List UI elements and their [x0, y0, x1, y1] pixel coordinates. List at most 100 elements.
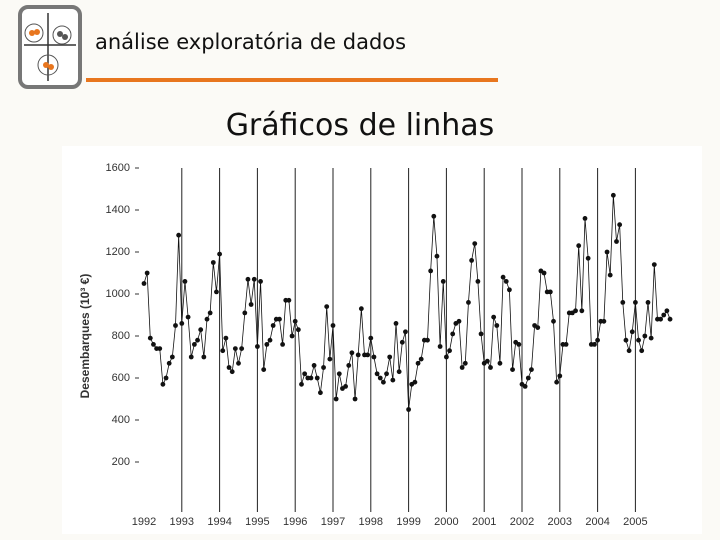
data-point [292, 318, 298, 324]
data-point [557, 373, 563, 379]
data-point [198, 327, 204, 333]
data-point [484, 358, 490, 364]
data-point [195, 337, 200, 343]
data-point [336, 371, 342, 377]
data-point [374, 371, 380, 377]
data-point [494, 323, 500, 328]
data-point [500, 274, 506, 280]
data-point [192, 342, 197, 347]
header-rule [86, 78, 498, 82]
data-point [592, 342, 597, 347]
data-point [396, 369, 402, 375]
x-tick-label: 2005 [623, 516, 647, 528]
data-point [522, 384, 528, 389]
data-point [176, 232, 182, 238]
chart: 200 400 600 800 1000 1200 1400 1600 Desembarques… [62, 146, 702, 534]
data-point [639, 348, 645, 354]
logo [18, 5, 82, 89]
data-point [217, 251, 223, 257]
data-point [418, 356, 424, 362]
data-point [270, 323, 276, 328]
data-point [286, 297, 292, 303]
data-point [466, 300, 471, 305]
data-point [226, 365, 232, 370]
data-point [318, 390, 323, 396]
data-point [343, 384, 348, 389]
data-point [346, 363, 352, 368]
data-point [349, 350, 355, 356]
data-point [223, 335, 229, 341]
data-point [314, 375, 320, 381]
data-point [406, 407, 411, 412]
data-point [503, 279, 509, 284]
x-tick-label: 1998 [359, 516, 383, 528]
data-point [629, 329, 635, 335]
data-point [525, 375, 531, 381]
data-point [261, 367, 267, 372]
data-point [365, 352, 371, 358]
data-point [488, 365, 493, 370]
data-point [573, 308, 578, 314]
data-point [403, 329, 408, 335]
data-point [220, 348, 226, 354]
data-point [185, 314, 191, 320]
data-point [447, 348, 452, 354]
data-point [529, 367, 534, 372]
data-point [648, 335, 654, 341]
data-point [242, 310, 248, 316]
data-point [626, 348, 632, 354]
data-point [651, 262, 657, 267]
data-point [547, 289, 553, 295]
data-point [157, 346, 163, 351]
data-point [321, 365, 326, 370]
data-point [551, 318, 556, 324]
y-tick-label: 800 [112, 330, 130, 342]
data-point [412, 379, 418, 385]
data-point [595, 337, 600, 343]
data-point [393, 321, 399, 326]
data-point [633, 300, 638, 305]
data-point [541, 270, 547, 276]
y-tick-label: 200 [112, 456, 130, 468]
data-point [620, 300, 626, 305]
data-point [617, 222, 623, 228]
y-tick-label: 1200 [106, 246, 130, 258]
data-point [207, 310, 213, 316]
data-point [387, 354, 393, 360]
data-point [280, 342, 285, 347]
data-point [434, 253, 440, 259]
data-point [462, 360, 468, 366]
data-point [368, 335, 374, 341]
data-point [450, 331, 456, 337]
x-tick-label: 1995 [245, 516, 269, 528]
data-point [582, 216, 588, 221]
data-point [399, 339, 405, 345]
y-tick-label: 600 [112, 372, 130, 384]
data-point [579, 308, 585, 314]
y-axis-label: Desembarques (10³ €) [78, 274, 92, 399]
data-point [554, 379, 560, 385]
data-point [239, 346, 245, 351]
data-point [299, 381, 304, 387]
x-tick-label: 2000 [434, 516, 458, 528]
data-point [425, 337, 430, 343]
data-point [232, 346, 238, 351]
data-point [614, 239, 619, 244]
x-tick-label: 1992 [132, 516, 156, 528]
data-point [516, 342, 522, 347]
data-point [160, 381, 166, 387]
slide-title: Gráficos de linhas [225, 108, 495, 143]
data-point [248, 302, 254, 307]
x-tick-label: 1993 [170, 516, 194, 528]
data-point [255, 344, 260, 349]
data-point [440, 279, 446, 284]
data-point [428, 268, 434, 274]
data-point [623, 337, 629, 343]
data-point [210, 260, 216, 265]
data-point [437, 344, 443, 349]
data-point [289, 333, 295, 339]
data-point [358, 306, 364, 312]
data-point [390, 377, 396, 383]
data-point [497, 360, 503, 366]
y-tick-label: 1600 [106, 162, 130, 174]
